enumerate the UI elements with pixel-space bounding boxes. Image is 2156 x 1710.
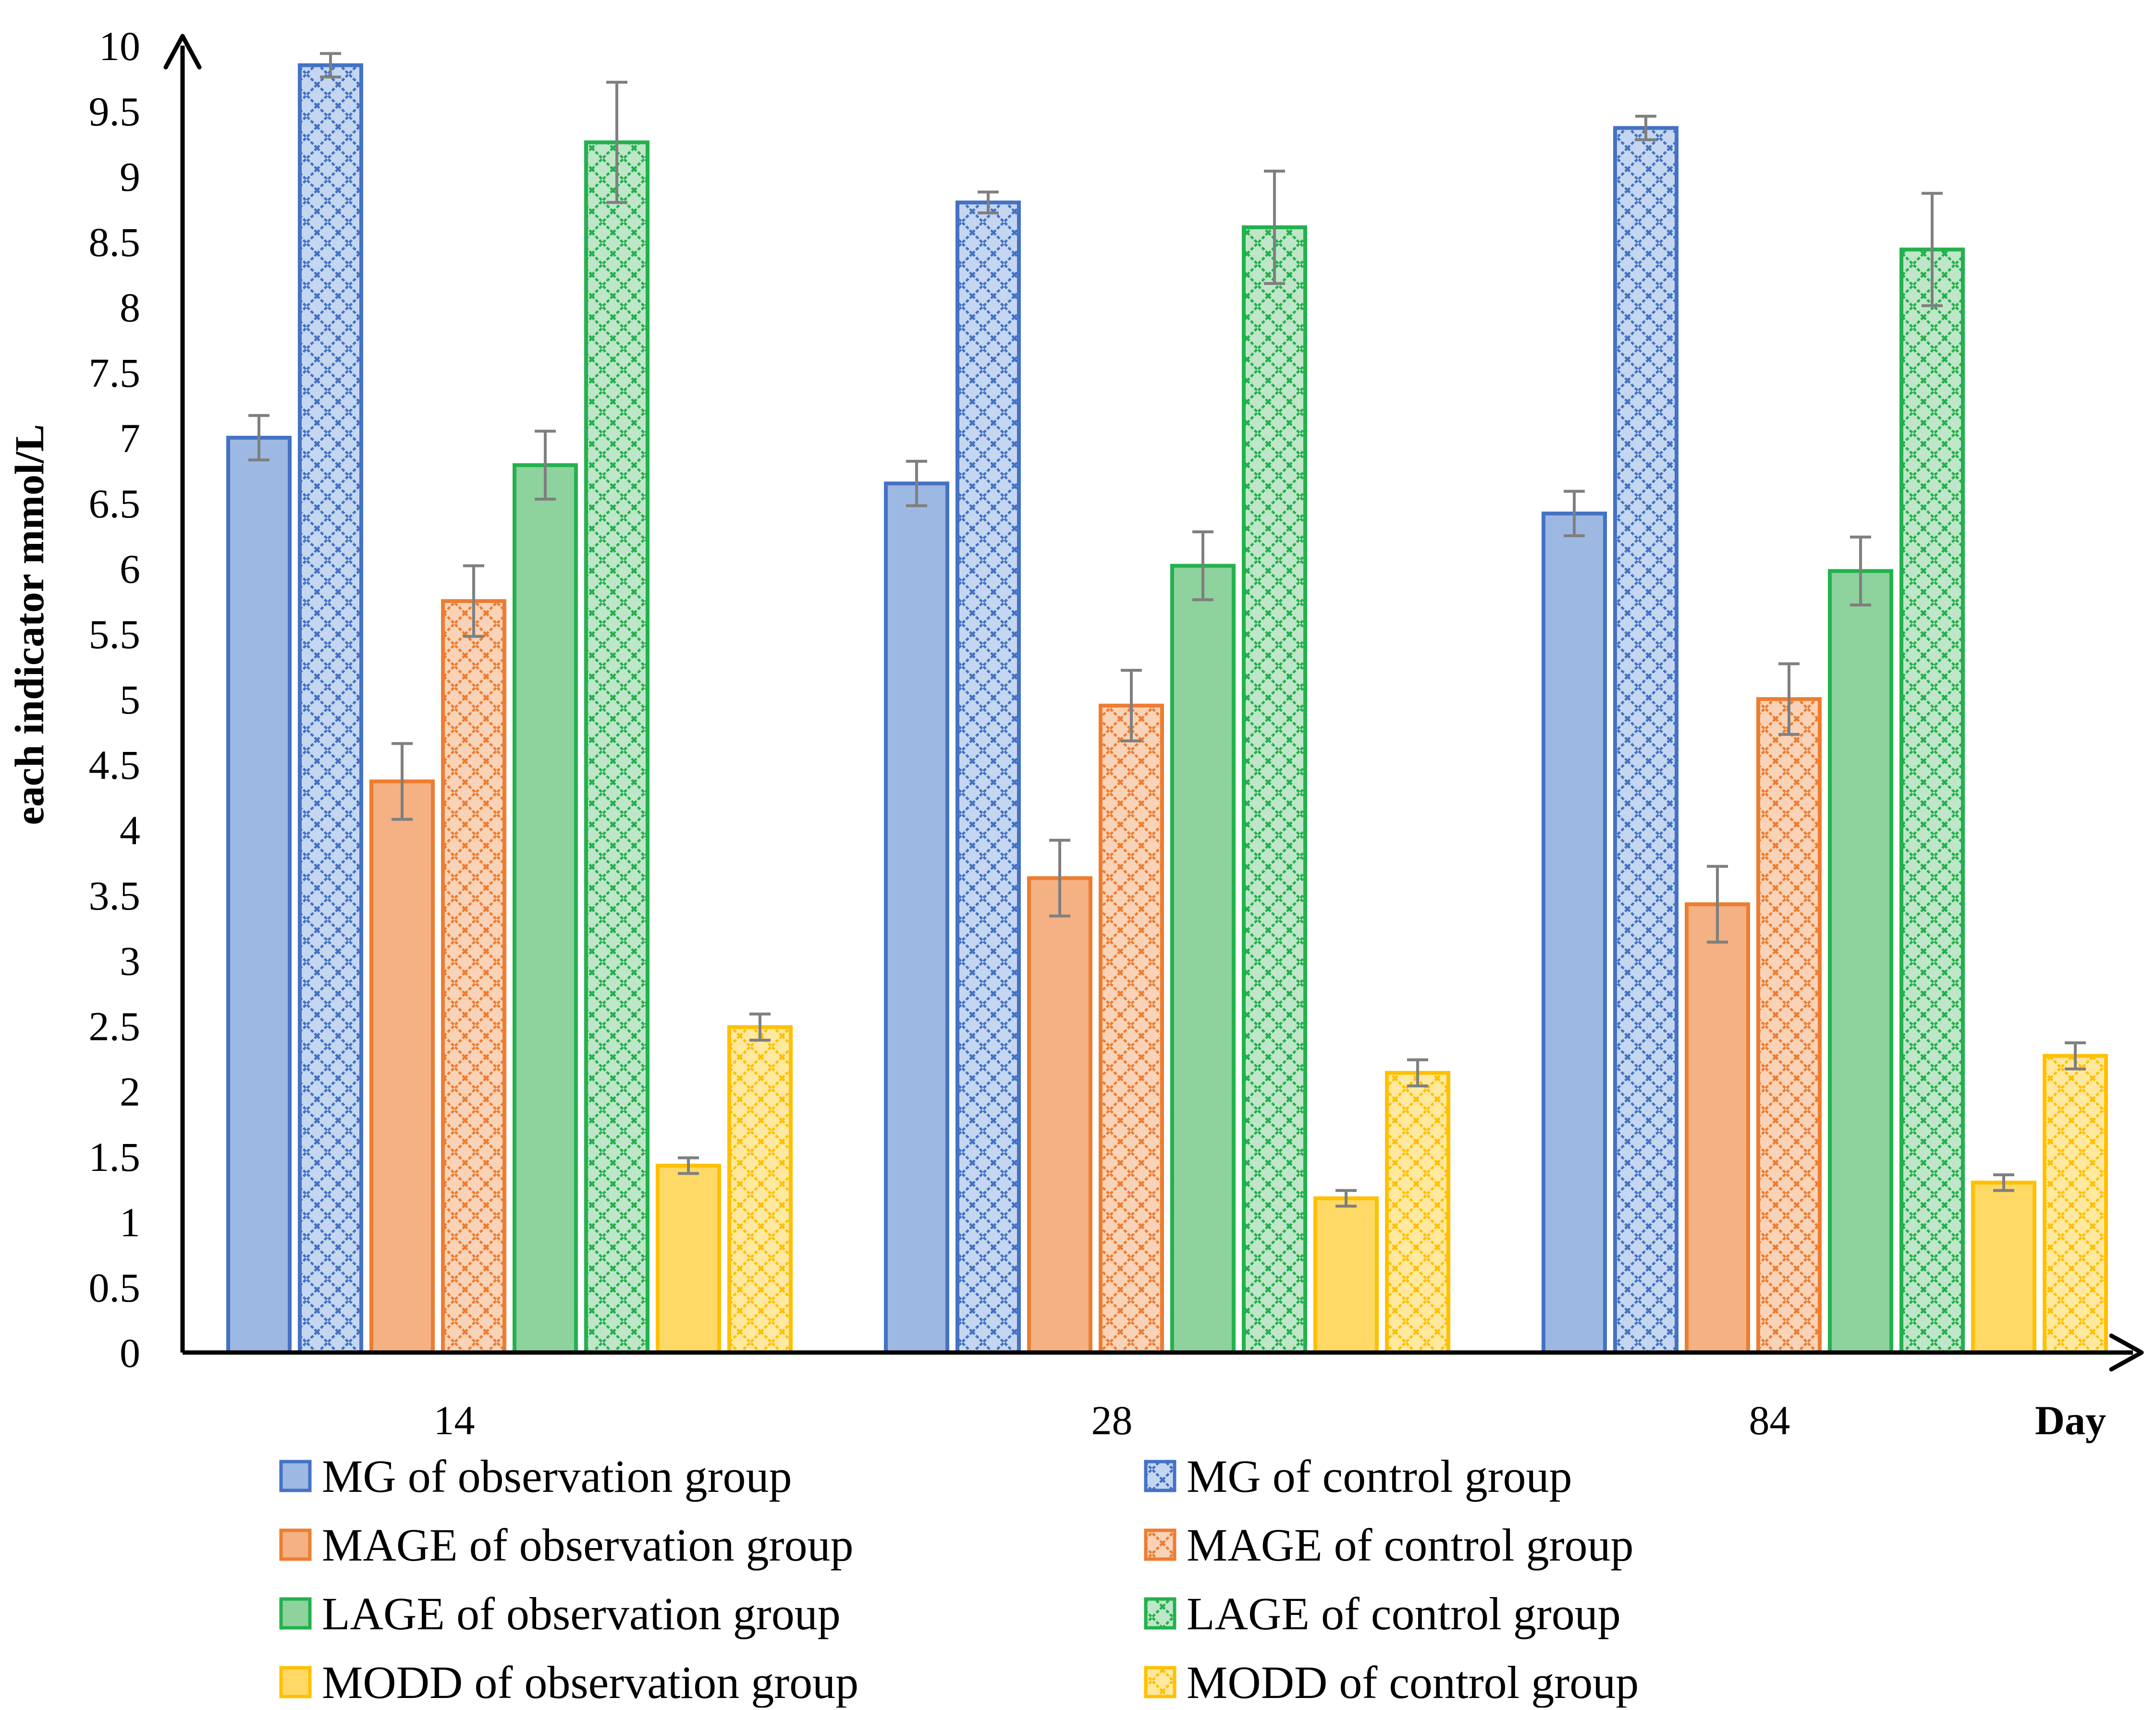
y-tick-label: 0.5	[89, 1265, 141, 1311]
y-tick-label: 3	[120, 938, 140, 984]
y-tick-labels: 0 0.5 1 1.5 2 2.5 3 3.5 4 4.5 5 5.5 6 6.5 7 7.5 8 8.5 9 9.5…	[89, 23, 141, 1376]
bar	[727, 1025, 793, 1354]
bar	[226, 436, 292, 1354]
legend-label: MG of observation group	[322, 1451, 792, 1502]
legend-swatch	[279, 1460, 312, 1492]
bar	[2043, 1054, 2108, 1355]
y-tick-label: 0	[120, 1330, 140, 1376]
legend-label: MAGE of control group	[1187, 1519, 1634, 1571]
y-tick-label: 9.5	[89, 88, 141, 135]
y-tick-label: 1.5	[89, 1134, 141, 1180]
legend-swatch	[1144, 1528, 1176, 1561]
y-tick-label: 4	[120, 807, 140, 853]
y-tick-label: 5.5	[89, 611, 141, 657]
error-bars-layer	[248, 52, 2086, 1208]
x-tick-label: 84	[1749, 1397, 1790, 1443]
y-axis-arrow	[163, 34, 202, 70]
x-tick-labels: 14 28 84	[434, 1397, 1790, 1443]
legend-label: LAGE of control group	[1187, 1588, 1621, 1639]
y-tick-label: 2	[120, 1069, 140, 1115]
y-tick-label: 6	[120, 546, 140, 592]
bar	[369, 779, 435, 1354]
y-tick-label: 9	[120, 154, 140, 200]
legend-label: LAGE of observation group	[322, 1588, 841, 1639]
y-tick-label: 8	[120, 284, 140, 331]
bar	[1542, 511, 1607, 1354]
bar	[1385, 1070, 1450, 1354]
y-tick-label: 7	[120, 415, 140, 461]
x-axis-arrow	[2109, 1333, 2144, 1372]
bar	[1313, 1196, 1379, 1355]
y-tick-label: 8.5	[89, 219, 141, 265]
legend-swatch	[279, 1528, 312, 1561]
y-tick-label: 7.5	[89, 350, 141, 396]
legend-label: MODD of control group	[1187, 1657, 1639, 1708]
legend: MG of observation group MG of control gro…	[279, 1451, 1639, 1708]
axes-layer	[163, 34, 2144, 1372]
bar	[1613, 126, 1678, 1354]
legend-label: MG of control group	[1187, 1451, 1572, 1502]
y-tick-label: 10	[99, 23, 140, 69]
legend-label: MODD of observation group	[322, 1657, 858, 1708]
bar	[1899, 247, 1965, 1354]
y-axis-label: each indicator mmol/L	[6, 424, 52, 825]
x-tick-label: 28	[1091, 1397, 1133, 1443]
y-tick-label: 6.5	[89, 480, 141, 527]
x-axis-unit-label: Day	[2035, 1397, 2106, 1443]
legend-swatch	[1144, 1460, 1176, 1492]
y-tick-label: 4.5	[89, 742, 141, 788]
legend-swatch	[279, 1666, 312, 1698]
bar	[1242, 225, 1307, 1354]
bar	[1828, 569, 1893, 1354]
bar	[441, 599, 506, 1354]
bar	[584, 140, 649, 1354]
x-tick-label: 14	[434, 1397, 475, 1443]
legend-label: MAGE of observation group	[322, 1519, 853, 1571]
bar	[298, 63, 363, 1354]
bar	[1170, 564, 1236, 1354]
bar	[1756, 697, 1822, 1354]
bar	[513, 463, 578, 1354]
y-tick-label: 5	[120, 677, 140, 723]
y-tick-label: 2.5	[89, 1003, 141, 1049]
y-tick-label: 1	[120, 1199, 140, 1245]
bar	[956, 200, 1021, 1355]
bar	[1685, 902, 1750, 1355]
bar	[1971, 1181, 2036, 1354]
bars-layer	[226, 63, 2108, 1355]
legend-swatch	[1144, 1597, 1176, 1630]
bar	[1027, 876, 1092, 1354]
bar	[656, 1164, 721, 1355]
bar	[884, 481, 949, 1355]
bar	[1099, 703, 1164, 1354]
legend-swatch	[1144, 1666, 1176, 1698]
legend-swatch	[279, 1597, 312, 1630]
y-tick-label: 3.5	[89, 873, 141, 919]
